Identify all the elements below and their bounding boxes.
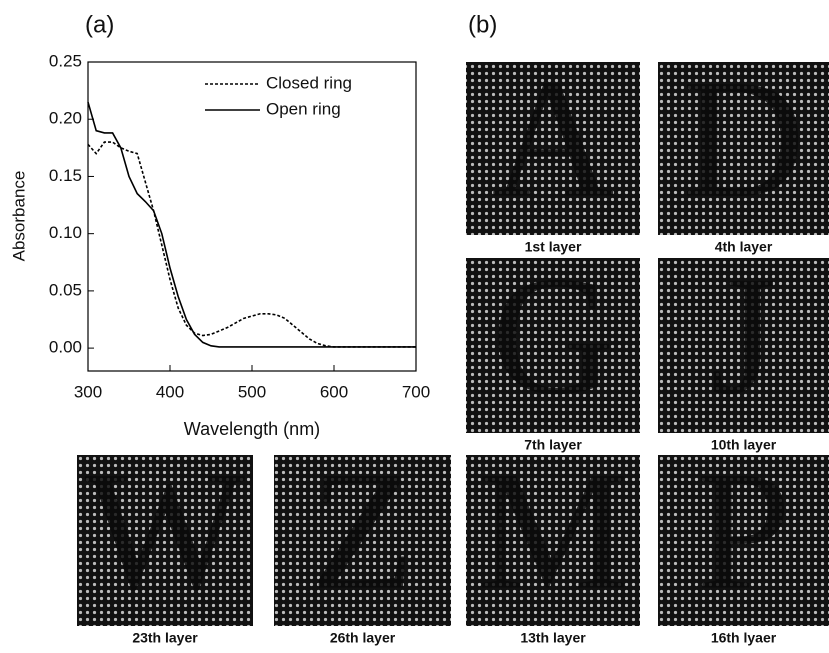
y-tick-label: 0.10: [49, 223, 82, 242]
image-panel: P 16th lyaer: [658, 437, 829, 646]
image-background: [466, 62, 640, 235]
image-letter: A: [492, 45, 615, 233]
y-tick-label: 0.25: [49, 51, 82, 70]
x-axis-label: Wavelength (nm): [184, 419, 320, 439]
image-background: [466, 258, 640, 433]
image-letter: G: [492, 242, 615, 430]
image-letter: D: [682, 45, 805, 233]
x-tick-label: 700: [402, 382, 430, 401]
panel-label: (b): [468, 11, 497, 38]
series-line: [87, 141, 416, 348]
image-panel: Z 26th layer: [274, 437, 451, 646]
y-tick-label: 0.05: [49, 280, 82, 299]
image-panel: G 7th layer: [466, 242, 640, 453]
image-caption: 13th layer: [520, 630, 586, 646]
image-letter: M: [477, 437, 628, 625]
plot-frame: [87, 61, 417, 372]
image-letter: Z: [311, 437, 415, 625]
image-caption: 4th layer: [715, 239, 773, 255]
legend-label: Open ring: [266, 99, 341, 118]
image-background: [274, 455, 451, 626]
y-axis-label: Absorbance: [9, 171, 28, 262]
x-tick-label: 500: [238, 382, 266, 401]
y-tick-label: 0.00: [49, 338, 82, 357]
image-background: [466, 455, 640, 626]
image-caption: 23th layer: [132, 630, 198, 646]
image-caption: 1st layer: [525, 239, 582, 255]
image-background: [658, 455, 829, 626]
image-panel: D 4th layer: [658, 45, 829, 255]
image-letter: P: [696, 437, 791, 625]
image-panel: M 13th layer: [466, 437, 640, 646]
legend-label: Closed ring: [266, 73, 352, 92]
x-tick-label: 400: [156, 382, 184, 401]
image-panel: J 10th layer: [658, 242, 829, 453]
x-tick-label: 600: [320, 382, 348, 401]
image-background: [658, 258, 829, 433]
image-panel: A 1st layer: [466, 45, 640, 255]
y-tick-label: 0.20: [49, 109, 82, 128]
image-caption: 16th lyaer: [711, 630, 777, 646]
series-line: [87, 101, 416, 348]
x-tick-label: 300: [74, 382, 102, 401]
image-letter: J: [710, 242, 776, 430]
image-letter: W: [85, 437, 246, 625]
image-caption: 10th layer: [711, 437, 777, 453]
image-panel: W 23th layer: [77, 437, 253, 646]
panel-label: (a): [85, 11, 114, 38]
image-background: [658, 62, 829, 235]
image-caption: 7th layer: [524, 437, 582, 453]
image-caption: 26th layer: [330, 630, 396, 646]
image-background: [77, 455, 253, 626]
y-tick-label: 0.15: [49, 166, 82, 185]
